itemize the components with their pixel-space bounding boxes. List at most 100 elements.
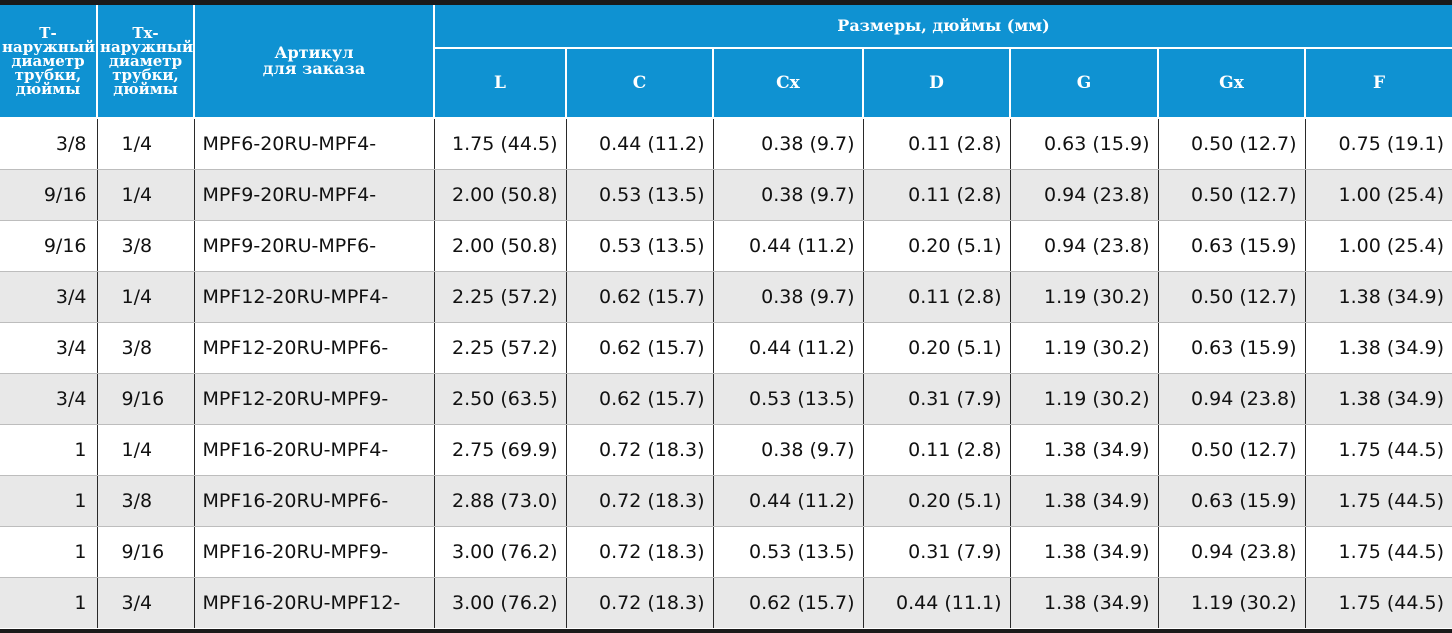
header-dimensions-group: Размеры, дюймы (мм) <box>433 5 1452 49</box>
table-row: 9/16 3/8 MPF9-20RU-MPF6- 2.00 (50.8) 0.5… <box>0 220 1452 272</box>
table-row: 3/4 9/16 MPF12-20RU-MPF9- 2.50 (63.5) 0.… <box>0 373 1452 425</box>
cell-gx: 0.63 (15.9) <box>1157 220 1305 272</box>
table-body: 3/8 1/4 MPF6-20RU-MPF4- 1.75 (44.5) 0.44… <box>0 118 1452 628</box>
table-row: 3/4 1/4 MPF12-20RU-MPF4- 2.25 (57.2) 0.6… <box>0 271 1452 323</box>
cell-t: 1 <box>0 577 97 628</box>
cell-tx: 3/8 <box>96 475 194 527</box>
cell-c: 0.53 (13.5) <box>565 220 713 272</box>
cell-l: 3.00 (76.2) <box>433 526 566 578</box>
cell-gx: 0.50 (12.7) <box>1157 169 1305 221</box>
cell-l: 2.00 (50.8) <box>433 220 566 272</box>
cell-g: 1.38 (34.9) <box>1009 475 1158 527</box>
cell-tx: 1/4 <box>96 271 194 323</box>
fittings-table: Т- наружный диаметр трубки, дюймы Тх- на… <box>0 5 1452 628</box>
cell-f: 1.00 (25.4) <box>1304 169 1452 221</box>
cell-c: 0.62 (15.7) <box>565 271 713 323</box>
table-row: 3/8 1/4 MPF6-20RU-MPF4- 1.75 (44.5) 0.44… <box>0 118 1452 170</box>
cell-part-number: MPF12-20RU-MPF4- <box>193 271 434 323</box>
cell-cx: 0.53 (13.5) <box>712 526 863 578</box>
table-row: 9/16 1/4 MPF9-20RU-MPF4- 2.00 (50.8) 0.5… <box>0 169 1452 221</box>
cell-g: 1.19 (30.2) <box>1009 322 1158 374</box>
cell-part-number: MPF12-20RU-MPF6- <box>193 322 434 374</box>
cell-c: 0.62 (15.7) <box>565 322 713 374</box>
cell-f: 1.75 (44.5) <box>1304 526 1452 578</box>
cell-l: 2.25 (57.2) <box>433 322 566 374</box>
cell-d: 0.11 (2.8) <box>862 271 1010 323</box>
cell-d: 0.20 (5.1) <box>862 322 1010 374</box>
cell-cx: 0.38 (9.7) <box>712 271 863 323</box>
cell-t: 9/16 <box>0 169 97 221</box>
header-dim-gx: Gx <box>1157 48 1305 119</box>
cell-c: 0.72 (18.3) <box>565 475 713 527</box>
cell-tx: 1/4 <box>96 118 194 170</box>
table-row: 1 1/4 MPF16-20RU-MPF4- 2.75 (69.9) 0.72 … <box>0 424 1452 476</box>
cell-cx: 0.53 (13.5) <box>712 373 863 425</box>
cell-t: 1 <box>0 475 97 527</box>
cell-part-number: MPF16-20RU-MPF9- <box>193 526 434 578</box>
cell-f: 1.00 (25.4) <box>1304 220 1452 272</box>
cell-c: 0.72 (18.3) <box>565 424 713 476</box>
table-header: Т- наружный диаметр трубки, дюймы Тх- на… <box>0 5 1452 119</box>
cell-d: 0.44 (11.1) <box>862 577 1010 628</box>
cell-g: 0.63 (15.9) <box>1009 118 1158 170</box>
cell-gx: 0.94 (23.8) <box>1157 373 1305 425</box>
cell-f: 1.75 (44.5) <box>1304 475 1452 527</box>
cell-d: 0.20 (5.1) <box>862 475 1010 527</box>
cell-cx: 0.62 (15.7) <box>712 577 863 628</box>
cell-part-number: MPF9-20RU-MPF6- <box>193 220 434 272</box>
table-row: 1 9/16 MPF16-20RU-MPF9- 3.00 (76.2) 0.72… <box>0 526 1452 578</box>
cell-l: 2.25 (57.2) <box>433 271 566 323</box>
cell-c: 0.62 (15.7) <box>565 373 713 425</box>
cell-cx: 0.44 (11.2) <box>712 475 863 527</box>
cell-part-number: MPF9-20RU-MPF4- <box>193 169 434 221</box>
cell-tx: 3/8 <box>96 220 194 272</box>
cell-gx: 0.50 (12.7) <box>1157 424 1305 476</box>
cell-g: 1.19 (30.2) <box>1009 373 1158 425</box>
cell-cx: 0.38 (9.7) <box>712 169 863 221</box>
cell-f: 1.38 (34.9) <box>1304 373 1452 425</box>
cell-t: 9/16 <box>0 220 97 272</box>
cell-tx: 1/4 <box>96 424 194 476</box>
header-dim-c: C <box>565 48 713 119</box>
cell-g: 1.19 (30.2) <box>1009 271 1158 323</box>
header-dim-g: G <box>1009 48 1158 119</box>
cell-g: 1.38 (34.9) <box>1009 577 1158 628</box>
cell-part-number: MPF12-20RU-MPF9- <box>193 373 434 425</box>
cell-f: 1.75 (44.5) <box>1304 424 1452 476</box>
cell-l: 3.00 (76.2) <box>433 577 566 628</box>
header-dim-f: F <box>1304 48 1452 119</box>
cell-tx: 3/4 <box>96 577 194 628</box>
cell-cx: 0.44 (11.2) <box>712 220 863 272</box>
cell-d: 0.31 (7.9) <box>862 526 1010 578</box>
cell-t: 3/4 <box>0 322 97 374</box>
cell-gx: 0.50 (12.7) <box>1157 118 1305 170</box>
header-dim-l: L <box>433 48 566 119</box>
cell-part-number: MPF16-20RU-MPF4- <box>193 424 434 476</box>
cell-t: 3/4 <box>0 373 97 425</box>
cell-tx: 3/8 <box>96 322 194 374</box>
cell-tx: 1/4 <box>96 169 194 221</box>
cell-part-number: MPF16-20RU-MPF12- <box>193 577 434 628</box>
cell-l: 1.75 (44.5) <box>433 118 566 170</box>
cell-d: 0.20 (5.1) <box>862 220 1010 272</box>
header-t-outer-diameter: Т- наружный диаметр трубки, дюймы <box>0 5 97 119</box>
cell-cx: 0.44 (11.2) <box>712 322 863 374</box>
cell-d: 0.31 (7.9) <box>862 373 1010 425</box>
cell-l: 2.75 (69.9) <box>433 424 566 476</box>
table-row: 3/4 3/8 MPF12-20RU-MPF6- 2.25 (57.2) 0.6… <box>0 322 1452 374</box>
cell-tx: 9/16 <box>96 526 194 578</box>
cell-d: 0.11 (2.8) <box>862 169 1010 221</box>
cell-cx: 0.38 (9.7) <box>712 118 863 170</box>
cell-l: 2.50 (63.5) <box>433 373 566 425</box>
cell-f: 1.38 (34.9) <box>1304 271 1452 323</box>
table-row: 1 3/8 MPF16-20RU-MPF6- 2.88 (73.0) 0.72 … <box>0 475 1452 527</box>
cell-part-number: MPF6-20RU-MPF4- <box>193 118 434 170</box>
cell-gx: 1.19 (30.2) <box>1157 577 1305 628</box>
cell-c: 0.72 (18.3) <box>565 526 713 578</box>
cell-t: 3/8 <box>0 118 97 170</box>
cell-g: 1.38 (34.9) <box>1009 526 1158 578</box>
cell-tx: 9/16 <box>96 373 194 425</box>
cell-g: 0.94 (23.8) <box>1009 169 1158 221</box>
cell-l: 2.00 (50.8) <box>433 169 566 221</box>
table-row: 1 3/4 MPF16-20RU-MPF12- 3.00 (76.2) 0.72… <box>0 577 1452 628</box>
